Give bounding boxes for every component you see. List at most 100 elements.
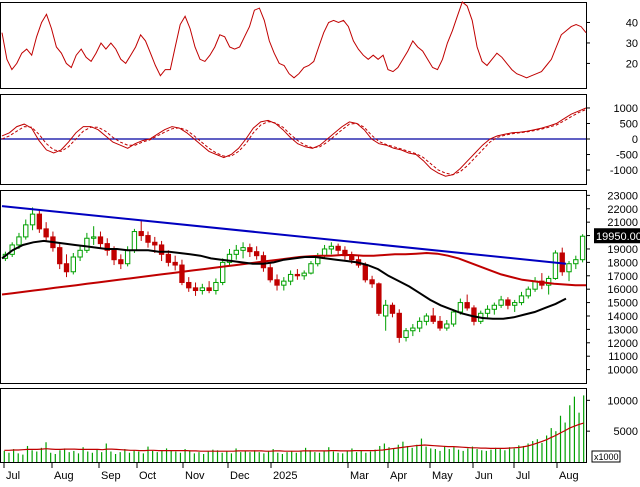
candle-body [484,308,491,314]
candle-body [152,241,158,246]
x-tick-label: Mar [350,470,369,482]
last-price-label: 19950.00 [596,231,640,243]
candle-body [450,311,457,325]
candle-body [70,256,76,273]
candle-body [430,315,436,322]
last-price-box [594,228,640,244]
candle-body [274,279,280,286]
price-tick-label: 12000 [607,338,638,350]
rsi-tick-label: 20 [626,58,638,70]
candle-body [294,273,301,277]
price-tick-label: 18000 [607,257,638,269]
candle-body [396,312,402,338]
candle-body [104,243,110,251]
candle-body [111,249,117,261]
candle-body [124,249,131,265]
candle-body [498,299,504,306]
candle-body [233,249,239,255]
candle-body [23,224,29,238]
candle-body [158,244,165,255]
rsi-panel [0,2,587,89]
candle-body [145,235,151,243]
x-tick-label: Jul [6,470,20,482]
candle-body [186,281,192,289]
candle-body [226,253,233,263]
candle-body [43,228,49,238]
candle-body [512,302,518,306]
volume-tick-label: 10000 [607,395,638,407]
candle-body [16,236,22,246]
rsi-tick-label: 30 [626,38,638,50]
x-tick-label: Jul [516,470,530,482]
oscillator-ticks: 1000 500 0 -500 -1000 [586,103,638,177]
signal-line [1,109,587,176]
price-tick-label: 15000 [607,298,638,310]
candle-body [403,330,409,338]
candle-body [267,267,273,281]
price-tick-label: 11000 [608,351,638,363]
candle-body [321,248,328,257]
candle-body [525,288,531,297]
price-tick-label: 23000 [607,190,638,202]
ma-black-line [1,239,567,320]
volume-ma-line [4,422,584,452]
x-tick-label: May [432,470,453,482]
candle-body [287,273,294,282]
candle-body [220,261,226,283]
volume-tick-label: 5000 [614,426,638,438]
candle-body [97,236,104,245]
candle-body [199,287,205,292]
candle-body [545,277,552,286]
oscillator-tick-label: -1000 [610,165,638,177]
candle-body [410,327,416,332]
candle-body [281,280,287,286]
oscillator-tick-label: 0 [632,134,638,146]
candle-body [138,231,144,237]
candle-body [335,245,341,251]
candle-body [118,259,124,265]
candle-body [253,251,260,257]
candle-body [77,249,83,258]
candle-body [247,247,253,253]
candles [2,207,586,343]
candle-body [437,320,443,329]
candle-body [301,272,307,277]
x-tick-label: Oct [139,470,156,482]
volume-unit-label: x1000 [594,452,619,462]
candle-body [423,315,430,322]
candle-body [376,283,382,314]
candle-body [471,307,477,322]
price-tick-label: 17000 [607,271,638,283]
oscillator-tick-label: 1000 [614,103,638,115]
candle-body [131,231,138,251]
oscillator-tick-label: -500 [616,150,638,162]
x-tick-label: Nov [185,470,205,482]
candle-body [91,236,97,239]
candle-body [36,213,43,230]
price-tick-label: 19000 [607,244,638,256]
candle-body [308,263,314,274]
candle-body [179,264,185,283]
price-tick-label: 14000 [607,311,638,323]
price-tick-label: 13000 [607,324,638,336]
candle-body [505,299,511,306]
rsi-line [1,1,587,79]
oscillator-line [1,107,587,177]
candle-body [552,252,559,279]
volume-ticks: 10000 5000 [586,395,638,438]
x-tick-label: 2025 [273,470,297,482]
candle-body [573,259,579,265]
candle-body [369,279,375,285]
candle-body [84,237,90,251]
candle-body [518,295,525,304]
candle-body [172,261,178,266]
price-panel [0,190,587,384]
candle-body [63,263,70,273]
price-tick-label: 21000 [607,217,638,229]
rsi-ticks: 20 30 40 [586,17,638,70]
rsi-tick-label: 40 [626,17,638,29]
candle-body [328,245,335,250]
x-tick-label: Apr [390,470,407,482]
